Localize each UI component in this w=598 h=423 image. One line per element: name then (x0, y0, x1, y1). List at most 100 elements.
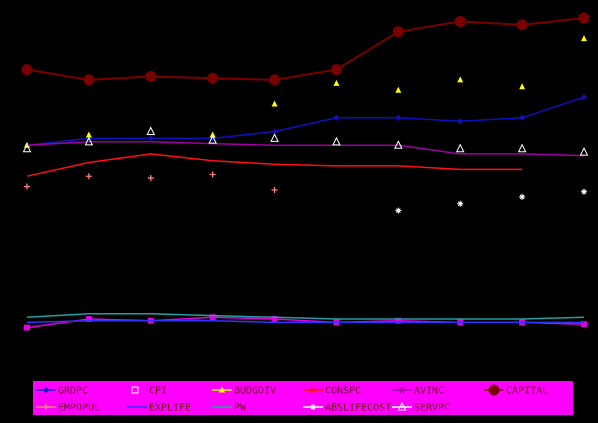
legend-marker-servpc (397, 401, 407, 411)
data-point-capital (207, 72, 219, 84)
data-point-abslifecost (581, 188, 587, 195)
legend-marker-empopul (43, 404, 49, 410)
legend-box (33, 381, 573, 415)
legend-marker-abslifecost (310, 404, 316, 410)
data-point-servpc (270, 133, 279, 142)
legend-label-explife: EXPLIFE (149, 403, 191, 414)
data-point-budgdiv (457, 76, 464, 83)
legend: GRDPC CPI BUDGDIV CONSPC AVINC CAPITAL EMPOPUL… (33, 381, 573, 415)
legend-label-conspc: CONSPC (325, 386, 361, 397)
legend-item-conspc: CONSPC (303, 386, 361, 397)
data-point-cpi (271, 316, 278, 322)
legend-marker-grdpc (43, 387, 49, 393)
legend-marker-avinc (398, 386, 406, 394)
series-line-conspc (26, 153, 523, 177)
series-line-pw (26, 313, 585, 320)
data-point-budgdiv (333, 79, 340, 86)
series-line-capital (26, 17, 585, 81)
legend-item-pw: PW (212, 403, 247, 414)
data-point-grdpc (333, 114, 340, 121)
data-point-servpc (579, 147, 589, 156)
legend-item-capital: CAPITAL (484, 384, 548, 397)
data-point-capital (269, 74, 281, 86)
legend-item-abslifecost: ABSLIFECOST (303, 403, 391, 414)
data-point-capital (145, 70, 157, 82)
data-point-budgdiv (395, 86, 402, 93)
series-capital (21, 12, 590, 86)
legend-label-avinc: AVINC (414, 386, 444, 397)
legend-label-servpc: SERVPC (414, 403, 450, 414)
data-point-servpc (146, 126, 156, 136)
legend-item-grdpc: GRDPC (36, 386, 88, 397)
data-point-capital (392, 26, 404, 38)
data-point-cpi (581, 321, 587, 328)
series-line-explife (26, 319, 584, 324)
data-point-empopul (85, 173, 92, 180)
series-abslifecost (395, 188, 587, 214)
data-point-empopul (24, 183, 30, 190)
data-point-servpc (22, 143, 32, 153)
series-empopul (24, 171, 278, 193)
data-point-servpc (394, 140, 403, 149)
data-point-servpc (332, 136, 341, 146)
data-point-grdpc (581, 94, 587, 101)
data-point-servpc (208, 135, 217, 144)
legend-label-cpi: CPI (149, 386, 167, 397)
data-point-abslifecost (519, 193, 526, 200)
data-point-cpi (209, 314, 216, 321)
data-point-capital (21, 64, 33, 76)
legend-item-budgdiv: BUDGDIV (212, 386, 276, 397)
legend-swatch-cpi (131, 386, 139, 394)
series-line-grdpc (26, 96, 585, 147)
data-point-abslifecost (395, 207, 402, 214)
data-point-grdpc (271, 128, 278, 135)
series-line-avinc (26, 141, 585, 157)
data-point-grdpc (457, 118, 464, 125)
data-point-grdpc (395, 114, 402, 121)
plot-area (21, 12, 590, 331)
data-point-servpc (84, 136, 94, 146)
data-point-capital (454, 15, 466, 27)
legend-label-pw: PW (234, 403, 247, 414)
legend-label-abslifecost: ABSLIFECOST (325, 403, 391, 414)
data-point-budgdiv (271, 100, 278, 107)
legend-item-cpi: CPI (131, 386, 167, 397)
series-conspc (26, 153, 523, 177)
legend-item-servpc: SERVPC (392, 401, 450, 414)
data-point-abslifecost (457, 200, 464, 207)
data-point-capital (330, 64, 342, 76)
data-point-capital (516, 19, 528, 31)
legend-label-capital: CAPITAL (506, 386, 548, 397)
series-avinc (26, 141, 585, 157)
legend-marker-capital (488, 384, 500, 396)
legend-marker-budgdiv (219, 386, 225, 393)
legend-item-explife: EXPLIFE (127, 403, 191, 414)
data-point-servpc (455, 143, 465, 153)
data-point-budgdiv (519, 83, 526, 90)
data-point-cpi (24, 324, 30, 331)
data-point-budgdiv (85, 131, 92, 138)
series-pw (26, 313, 585, 320)
data-point-budgdiv (581, 35, 587, 42)
data-point-empopul (147, 174, 154, 181)
series-servpc (22, 126, 589, 156)
legend-label-empopul: EMPOPUL (58, 403, 100, 414)
legend-marker-conspc (309, 386, 317, 394)
data-point-budgdiv (209, 131, 216, 138)
legend-label-budgdiv: BUDGDIV (234, 386, 276, 397)
data-point-grdpc (147, 135, 154, 142)
data-point-cpi (85, 316, 92, 322)
data-point-empopul (209, 171, 216, 178)
data-point-empopul (271, 187, 278, 193)
data-point-capital (578, 12, 590, 24)
data-point-cpi (395, 317, 402, 324)
legend-label-grdpc: GRDPC (58, 386, 88, 397)
series-grdpc (24, 94, 587, 149)
series-explife (26, 319, 584, 324)
data-point-servpc (517, 143, 527, 153)
data-point-capital (83, 74, 95, 86)
legend-item-avinc: AVINC (392, 386, 444, 397)
data-point-grdpc (519, 114, 526, 121)
legend-item-empopul: EMPOPUL (36, 403, 100, 414)
